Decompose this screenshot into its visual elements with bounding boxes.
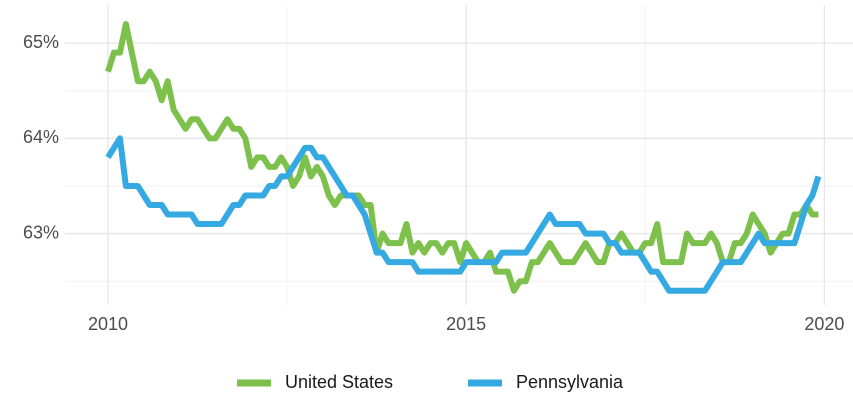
x-tick-label: 2020	[804, 314, 844, 334]
legend-text: United States	[285, 372, 393, 392]
series-line	[105, 21, 819, 294]
y-tick-label: 63%	[23, 222, 59, 242]
x-tick-label: 2010	[88, 314, 128, 334]
legend-text: Pennsylvania	[516, 372, 624, 392]
x-tick-label: 2015	[446, 314, 486, 334]
series-line	[105, 135, 822, 294]
y-tick-label: 64%	[23, 127, 59, 147]
y-tick-label: 65%	[23, 32, 59, 52]
